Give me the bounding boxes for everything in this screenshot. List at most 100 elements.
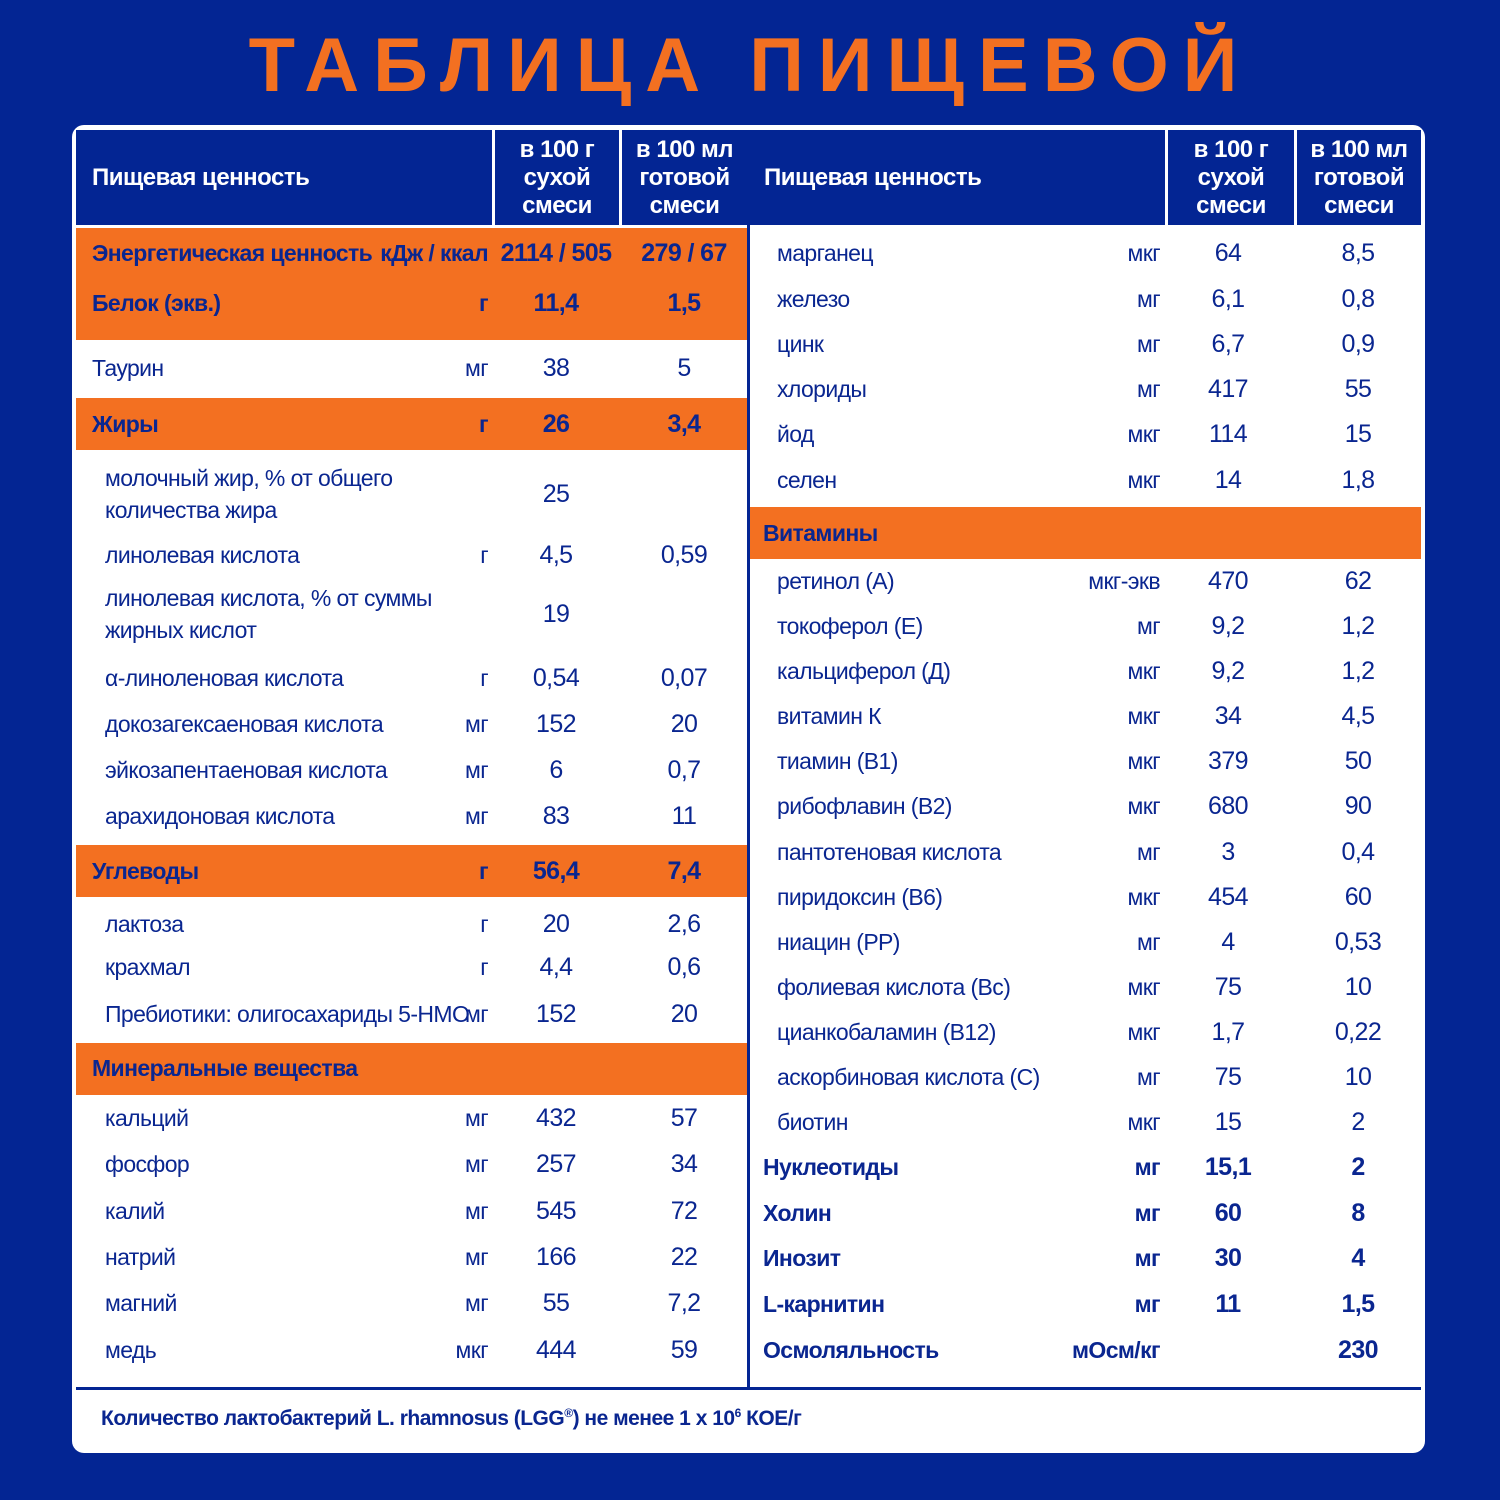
footer-note: Количество лактобактерий L. rhamnosus (L… bbox=[101, 1406, 802, 1431]
footer-text-2: ) не менее 1 х 10 bbox=[572, 1407, 736, 1430]
row-unit: мг bbox=[1136, 613, 1161, 639]
row-name: докозагексаеновая кислота bbox=[105, 711, 384, 737]
row-unit: г bbox=[480, 954, 488, 980]
row-value-dry: 60 bbox=[1214, 1199, 1242, 1227]
row-value-dry: 75 bbox=[1214, 973, 1242, 1001]
row-name: Холин bbox=[763, 1200, 832, 1226]
row-value-ready: 62 bbox=[1344, 567, 1372, 595]
row-value-ready: 59 bbox=[670, 1336, 698, 1364]
row-unit: мкг bbox=[1127, 421, 1161, 447]
row-value-dry: 454 bbox=[1208, 883, 1249, 911]
row-value-dry: 15 bbox=[1214, 1108, 1242, 1136]
row-value-dry: 114 bbox=[1208, 420, 1248, 448]
row-value-ready: 1,2 bbox=[1341, 612, 1376, 640]
header-col1-right: в 100 г сухой смеси bbox=[1168, 130, 1294, 225]
row-name: Инозит bbox=[763, 1245, 841, 1271]
row-value-dry: 0,54 bbox=[532, 664, 580, 692]
row-unit: мг bbox=[464, 355, 489, 381]
row-value-dry: 257 bbox=[536, 1150, 577, 1178]
header-col2-left: в 100 мл готовой смеси bbox=[622, 130, 747, 225]
row-value-ready: 10 bbox=[1344, 973, 1372, 1001]
row-name: биотин bbox=[777, 1109, 848, 1135]
row-unit: мкг bbox=[1127, 658, 1161, 684]
row-unit: мг bbox=[1134, 1245, 1161, 1271]
row-value-dry: 56,4 bbox=[532, 857, 580, 885]
row-unit: мкг bbox=[1127, 240, 1161, 266]
row-value-dry: 680 bbox=[1208, 792, 1249, 820]
row-name: линолевая кислота, % от суммы жирных кис… bbox=[105, 585, 432, 643]
row-value-dry: 11,4 bbox=[533, 289, 579, 317]
row-value-dry: 432 bbox=[536, 1104, 577, 1132]
row-name: ретинол (А) bbox=[777, 568, 895, 594]
row-name: Белок (экв.) bbox=[92, 290, 221, 316]
row-name: тиамин (В1) bbox=[777, 748, 898, 774]
row-name: арахидоновая кислота bbox=[105, 803, 335, 829]
row-value-dry: 4,5 bbox=[539, 541, 574, 569]
row-value-dry: 152 bbox=[536, 710, 577, 738]
row-name: магний bbox=[105, 1290, 177, 1316]
footer-divider bbox=[76, 1387, 1421, 1390]
row-value-dry: 379 bbox=[1208, 747, 1249, 775]
row-unit: мг bbox=[1134, 1291, 1161, 1317]
row-name: Минеральные вещества bbox=[92, 1055, 358, 1081]
footer-text-3: КОЕ/г bbox=[740, 1407, 802, 1430]
row-name: медь bbox=[105, 1337, 157, 1363]
row-unit: кДж / ккал bbox=[380, 240, 488, 266]
row-name: кальций bbox=[105, 1105, 189, 1131]
row-value-ready: 0,9 bbox=[1341, 330, 1376, 358]
footer-exponent: 6 bbox=[734, 1406, 742, 1420]
row-value-dry: 4,4 bbox=[539, 953, 574, 981]
row-value-ready: 0,53 bbox=[1334, 928, 1382, 956]
row-value-dry: 83 bbox=[542, 802, 570, 830]
row-unit: мг bbox=[464, 803, 489, 829]
row-value-ready: 55 bbox=[1344, 375, 1372, 403]
row-name: Таурин bbox=[92, 355, 164, 381]
row-name: фосфор bbox=[105, 1151, 190, 1177]
row-value-dry: 1,7 bbox=[1211, 1018, 1246, 1046]
footer-text: Количество лактобактерий L. rhamnosus (L… bbox=[101, 1407, 565, 1430]
row-unit: мг bbox=[464, 711, 489, 737]
row-unit: мкг bbox=[1127, 793, 1161, 819]
row-unit: мкг bbox=[1127, 1109, 1161, 1135]
row-value-ready: 34 bbox=[670, 1150, 698, 1178]
row-name: цинк bbox=[777, 331, 824, 357]
row-name: марганец bbox=[777, 240, 874, 266]
section-band bbox=[76, 228, 747, 340]
row-value-dry: 14 bbox=[1214, 466, 1242, 494]
row-value-dry: 417 bbox=[1208, 375, 1249, 403]
row-value-ready: 11 bbox=[671, 802, 697, 830]
row-value-ready: 0,07 bbox=[660, 664, 708, 692]
row-name: железо bbox=[777, 286, 850, 312]
row-value-ready: 0,22 bbox=[1334, 1018, 1382, 1046]
row-unit: мкг bbox=[1127, 748, 1161, 774]
row-value-ready: 1,5 bbox=[1341, 1290, 1376, 1318]
row-value-ready: 4 bbox=[1351, 1244, 1365, 1272]
row-name: лактоза bbox=[105, 911, 184, 937]
row-unit: г bbox=[480, 542, 488, 568]
row-unit: г bbox=[479, 290, 489, 316]
row-value-ready: 15 bbox=[1344, 420, 1372, 448]
row-unit: г bbox=[480, 911, 488, 937]
row-value-dry: 545 bbox=[536, 1197, 577, 1225]
row-name: фолиевая кислота (Вс) bbox=[777, 974, 1011, 1000]
row-value-ready: 230 bbox=[1338, 1336, 1379, 1364]
row-name: ниацин (РР) bbox=[777, 929, 900, 955]
row-value-ready: 2 bbox=[1351, 1153, 1365, 1181]
header-col2-right: в 100 мл готовой смеси bbox=[1297, 130, 1421, 225]
row-name: крахмал bbox=[105, 954, 191, 980]
row-name: пиридоксин (В6) bbox=[777, 884, 943, 910]
row-unit: мг bbox=[1134, 1200, 1161, 1226]
row-name: цианкобаламин (В12) bbox=[777, 1019, 996, 1045]
row-name: кальциферол (Д) bbox=[777, 658, 951, 684]
row-value-dry: 9,2 bbox=[1211, 657, 1246, 685]
row-name: йод bbox=[777, 421, 814, 447]
row-name: селен bbox=[777, 467, 837, 493]
row-value-dry: 2114 / 505 bbox=[500, 239, 612, 267]
row-value-dry: 26 bbox=[542, 410, 570, 438]
row-name: молочный жир, % от общего количества жир… bbox=[105, 465, 393, 523]
row-name: токоферол (Е) bbox=[777, 613, 923, 639]
row-unit: г bbox=[479, 858, 489, 884]
row-value-ready: 0,7 bbox=[667, 756, 702, 784]
row-name: эйкозапентаеновая кислота bbox=[105, 757, 388, 783]
row-value-ready: 0,4 bbox=[1341, 838, 1376, 866]
